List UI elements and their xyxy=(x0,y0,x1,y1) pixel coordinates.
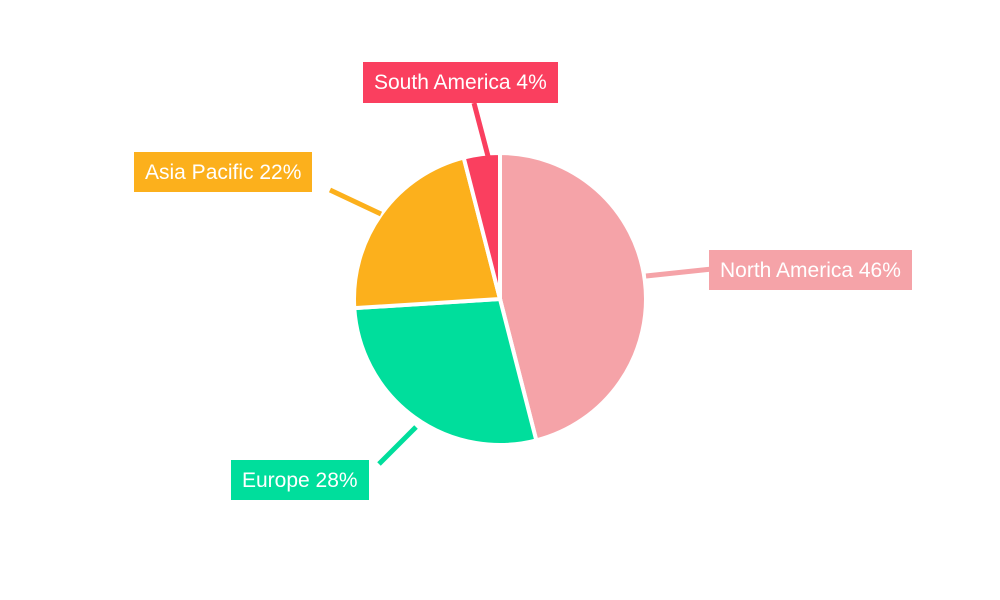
leader-line-asia-pacific xyxy=(328,187,383,217)
leader-line-south-america xyxy=(471,102,492,161)
pie-slices xyxy=(352,150,648,447)
pie-slice-north-america[interactable] xyxy=(498,150,648,443)
pie-label-north-america[interactable]: North America 46% xyxy=(709,250,912,290)
pie-slice-asia-pacific[interactable] xyxy=(352,155,503,311)
pie-label-north-america-text: North America 46% xyxy=(720,258,901,282)
pie-label-south-america[interactable]: South America 4% xyxy=(363,62,558,103)
leader-lines xyxy=(328,102,713,466)
pie-slice-europe[interactable] xyxy=(352,296,539,447)
pie-label-asia-pacific[interactable]: Asia Pacific 22% xyxy=(134,152,313,192)
pie-slice-south-america[interactable] xyxy=(461,150,502,300)
pie-label-europe-text: Europe 28% xyxy=(242,468,358,492)
pie-label-europe[interactable]: Europe 28% xyxy=(231,460,369,500)
leader-line-north-america xyxy=(645,266,713,279)
pie-label-asia-pacific-text: Asia Pacific 22% xyxy=(145,160,302,184)
pie-label-south-america-text: South America 4% xyxy=(374,71,547,94)
leader-line-europe xyxy=(377,425,418,466)
